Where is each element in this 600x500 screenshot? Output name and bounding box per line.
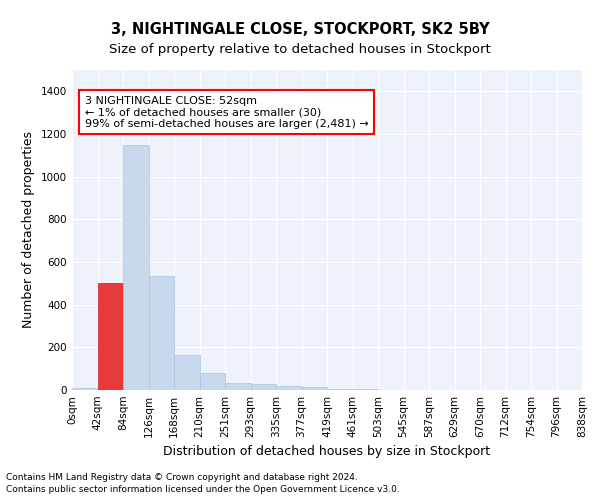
X-axis label: Distribution of detached houses by size in Stockport: Distribution of detached houses by size … [163, 446, 491, 458]
Bar [97, 284, 123, 390]
Bar [225, 382, 251, 390]
Text: 3, NIGHTINGALE CLOSE, STOCKPORT, SK2 5BY: 3, NIGHTINGALE CLOSE, STOCKPORT, SK2 5BY [110, 22, 490, 38]
Y-axis label: Number of detached properties: Number of detached properties [22, 132, 35, 328]
Text: 3 NIGHTINGALE CLOSE: 52sqm
← 1% of detached houses are smaller (30)
99% of semi-: 3 NIGHTINGALE CLOSE: 52sqm ← 1% of detac… [85, 96, 368, 129]
Bar [123, 144, 149, 390]
Text: Size of property relative to detached houses in Stockport: Size of property relative to detached ho… [109, 42, 491, 56]
Bar [251, 384, 276, 390]
Bar [327, 389, 353, 390]
Bar [149, 276, 174, 390]
Bar [72, 388, 97, 390]
Bar [302, 387, 327, 390]
Text: Contains HM Land Registry data © Crown copyright and database right 2024.: Contains HM Land Registry data © Crown c… [6, 474, 358, 482]
Bar [174, 355, 199, 390]
Text: Contains public sector information licensed under the Open Government Licence v3: Contains public sector information licen… [6, 485, 400, 494]
Bar [199, 373, 225, 390]
Bar [276, 386, 302, 390]
